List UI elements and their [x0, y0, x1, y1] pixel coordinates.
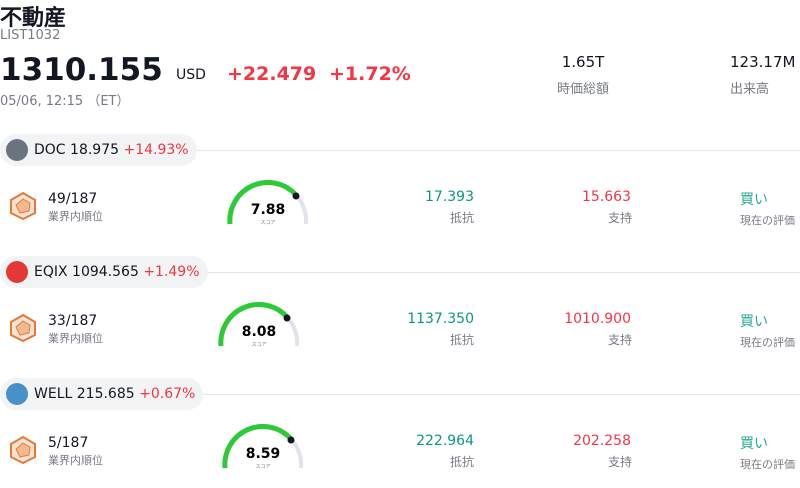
time: 05/06, 12:15 （ET） [0, 94, 130, 109]
separator [190, 150, 800, 151]
rank: 49/187 [48, 191, 98, 207]
separator [190, 272, 800, 273]
support-label: 支持 [608, 455, 633, 469]
score-label: スコア [251, 342, 266, 348]
support-label: 支持 [608, 333, 633, 347]
symbol-pill[interactable]: DOC 18.975 +14.93% [0, 134, 197, 166]
rank-icon [10, 191, 36, 221]
resistance: 17.393 [425, 189, 474, 205]
change: +1.49% [143, 264, 200, 280]
rating: 買い [740, 192, 768, 208]
code: LIST1032 [0, 28, 61, 43]
price: 1310.155 [0, 52, 163, 88]
rank-icon [10, 313, 36, 343]
score-gauge: 8.59 スコア [222, 424, 304, 470]
title: 不動産 [0, 6, 67, 31]
symbol-pill[interactable]: EQIX 1094.565 +1.49% [0, 256, 208, 288]
price: 1094.565 [72, 264, 139, 280]
change-pct: +1.72% [329, 63, 411, 85]
ticker: EQIX [34, 264, 68, 280]
change: +0.67% [139, 386, 196, 402]
rank-label: 業界内順位 [48, 454, 103, 467]
rank-icon [10, 435, 36, 465]
stat-label: 時価総額 [556, 82, 609, 97]
score: 7.88 [251, 202, 286, 218]
resistance: 1137.350 [407, 311, 474, 327]
support: 15.663 [582, 189, 631, 205]
rank: 33/187 [48, 313, 98, 329]
support-label: 支持 [608, 211, 633, 225]
score-label: スコア [260, 220, 275, 226]
stat-value: 123.17M [730, 53, 796, 71]
resistance-label: 抵抗 [450, 455, 475, 469]
separator [190, 394, 800, 395]
ticker: DOC [34, 142, 66, 158]
score-label: スコア [255, 464, 270, 470]
rank-label: 業界内順位 [48, 332, 103, 345]
change: +14.93% [123, 142, 189, 158]
resistance: 222.964 [416, 433, 474, 449]
currency: USD [176, 67, 206, 83]
rating-label: 現在の評価 [740, 214, 795, 227]
support: 202.258 [573, 433, 631, 449]
score-gauge: 8.08 スコア [218, 302, 300, 348]
rank-label: 業界内順位 [48, 210, 103, 223]
support: 1010.900 [564, 311, 631, 327]
logo [6, 139, 28, 161]
rank: 5/187 [48, 435, 89, 451]
score-gauge: 7.88 スコア [227, 180, 309, 226]
score: 8.08 [242, 324, 277, 340]
rating: 買い [740, 436, 768, 452]
symbol-pill[interactable]: WELL 215.685 +0.67% [0, 378, 204, 410]
change: +22.479 [227, 63, 317, 85]
price: 215.685 [76, 386, 135, 402]
rating: 買い [740, 314, 768, 330]
stat-value: 1.65T [561, 53, 605, 71]
ticker: WELL [34, 386, 73, 402]
rating-label: 現在の評価 [740, 458, 795, 471]
logo [6, 383, 28, 405]
rating-label: 現在の評価 [740, 336, 795, 349]
score: 8.59 [246, 446, 281, 462]
price: 18.975 [70, 142, 120, 158]
stat-label: 出来高 [730, 82, 770, 97]
logo [6, 261, 28, 283]
resistance-label: 抵抗 [450, 333, 475, 347]
resistance-label: 抵抗 [450, 211, 475, 225]
